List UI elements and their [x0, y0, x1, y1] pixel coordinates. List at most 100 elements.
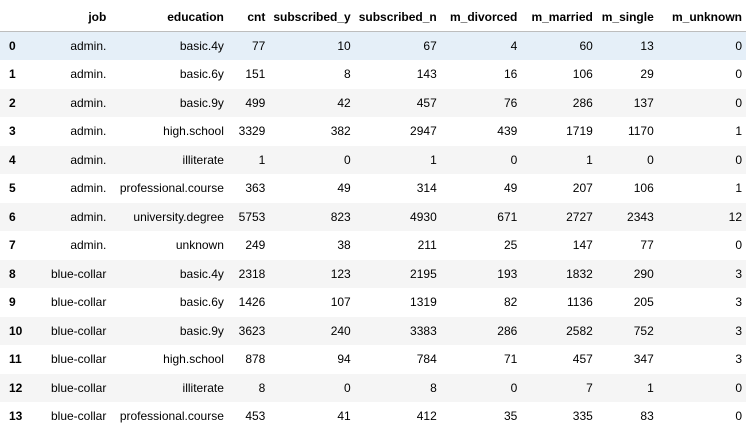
cell-subscribed-y: 42 [337, 95, 351, 110]
cell-education: professional.course [119, 409, 224, 424]
cell-job: blue-collar [50, 295, 107, 310]
cell-education: high.school [163, 124, 224, 139]
cell-m-unknown: 0 [735, 95, 742, 110]
cell-education: illiterate [182, 380, 224, 395]
cell-job: blue-collar [50, 380, 107, 395]
cell-m-divorced: 439 [497, 124, 518, 139]
table-row: 3 admin. high.school 3329 382 2947 439 1719 1170… [0, 117, 746, 146]
cell-education: high.school [163, 352, 224, 367]
cell-m-unknown: 0 [735, 409, 742, 424]
cell-subscribed-n: 211 [417, 238, 437, 253]
table-row: 8 blue-collar basic.4y 2318 123 2195 193 1832 29… [0, 259, 746, 288]
cell-m-married: 335 [572, 409, 593, 424]
cell-m-married: 60 [579, 39, 593, 53]
cell-cnt: 1 [258, 152, 266, 167]
cell-cnt: 5753 [238, 209, 266, 224]
cell-job: admin. [70, 152, 107, 167]
row-index: 8 [9, 266, 16, 281]
cell-m-divorced: 25 [503, 238, 518, 253]
cell-m-divorced: 35 [503, 409, 518, 424]
cell-education: illiterate [182, 152, 224, 167]
row-index: 4 [9, 152, 16, 167]
cell-m-divorced: 286 [497, 323, 518, 338]
cell-subscribed-n: 1 [430, 152, 437, 167]
cell-m-married: 1832 [566, 266, 593, 281]
cell-job: admin. [70, 95, 107, 110]
row-index: 11 [9, 352, 22, 367]
cell-job: admin. [70, 181, 107, 196]
cell-subscribed-n: 412 [416, 409, 437, 424]
cell-m-single: 205 [633, 295, 654, 310]
cell-subscribed-n: 2195 [410, 266, 437, 281]
table-row: 2 admin. basic.9y 499 42 457 76 286 137 0 [0, 88, 746, 117]
cell-m-divorced: 71 [503, 352, 518, 367]
cell-job: admin. [70, 209, 107, 224]
cell-job: admin. [70, 238, 107, 253]
cell-subscribed-n: 3383 [410, 323, 437, 338]
cell-m-divorced: 76 [503, 95, 518, 110]
cell-m-unknown: 3 [735, 352, 742, 367]
cell-subscribed-y: 38 [337, 238, 351, 253]
cell-subscribed-n: 1319 [410, 295, 437, 310]
cell-cnt: 363 [245, 181, 266, 196]
row-index: 1 [9, 67, 16, 82]
cell-subscribed-y: 94 [337, 352, 351, 367]
cell-subscribed-n: 314 [416, 181, 437, 196]
row-index: 6 [9, 209, 16, 224]
cell-job: blue-collar [50, 323, 107, 338]
table-row: 9 blue-collar basic.6y 1426 107 1319 82 1136 205… [0, 288, 746, 317]
cell-m-unknown: 0 [735, 39, 742, 53]
table-row: 5 admin. professional.course 363 49 314 49 207 1… [0, 174, 746, 203]
cell-subscribed-n: 143 [416, 67, 437, 82]
cell-subscribed-y: 823 [330, 209, 351, 224]
cell-m-single: 752 [633, 323, 654, 338]
cell-education: basic.4y [179, 266, 224, 281]
cell-subscribed-y: 8 [344, 67, 351, 82]
table-row: 4 admin. illiterate 1 0 1 0 1 0 0 [0, 145, 746, 174]
cell-m-divorced: 671 [497, 209, 518, 224]
header-row: job education cnt subscribed_y subscribed_n m… [0, 3, 746, 32]
cell-job: admin. [70, 67, 107, 82]
cell-cnt: 3329 [238, 124, 266, 139]
cell-m-unknown: 0 [735, 152, 742, 167]
cell-m-divorced: 0 [510, 152, 518, 167]
cell-m-unknown: 0 [735, 238, 742, 253]
table-row: 6 admin. university.degree 5753 823 4930 671 27… [0, 202, 746, 231]
cell-cnt: 1426 [238, 295, 266, 310]
cell-m-divorced: 193 [497, 266, 518, 281]
row-index: 5 [9, 181, 16, 196]
cell-subscribed-y: 49 [337, 181, 351, 196]
cell-m-single: 29 [640, 67, 654, 82]
index-header [0, 3, 37, 32]
cell-cnt: 878 [245, 352, 266, 367]
cell-m-unknown: 3 [735, 323, 742, 338]
table-row: 7 admin. unknown 249 38 211 25 147 77 0 [0, 231, 746, 260]
cell-cnt: 3623 [238, 323, 266, 338]
cell-subscribed-n: 8 [430, 380, 437, 395]
cell-education: unknown [175, 238, 224, 253]
cell-subscribed-y: 240 [330, 323, 351, 338]
cell-m-married: 457 [572, 352, 593, 367]
cell-subscribed-n: 2947 [410, 124, 437, 139]
table-body: 0 admin. basic.4y 77 10 67 4 60 13 0 1 admin. basic.… [0, 31, 746, 431]
cell-education: professional.course [119, 181, 224, 196]
row-index: 10 [9, 323, 23, 338]
cell-m-single: 1170 [627, 124, 654, 139]
cell-cnt: 77 [251, 39, 266, 53]
cell-m-unknown: 3 [735, 266, 742, 281]
column-header-job: job [88, 10, 107, 24]
cell-m-single: 137 [633, 95, 654, 110]
table-row: 10 blue-collar basic.9y 3623 240 3383 286 2582 7… [0, 316, 746, 345]
cell-m-single: 2343 [627, 209, 654, 224]
dataframe-table: job education cnt subscribed_y subscribed_n m… [0, 3, 746, 431]
cell-subscribed-n: 457 [416, 95, 437, 110]
cell-subscribed-y: 123 [330, 266, 351, 281]
cell-m-unknown: 0 [735, 380, 742, 395]
cell-subscribed-y: 10 [337, 39, 351, 53]
cell-m-single: 13 [640, 39, 654, 53]
cell-subscribed-n: 67 [423, 39, 437, 53]
cell-m-unknown: 1 [735, 181, 742, 196]
cell-m-single: 290 [633, 266, 654, 281]
cell-m-unknown: 0 [735, 67, 742, 82]
